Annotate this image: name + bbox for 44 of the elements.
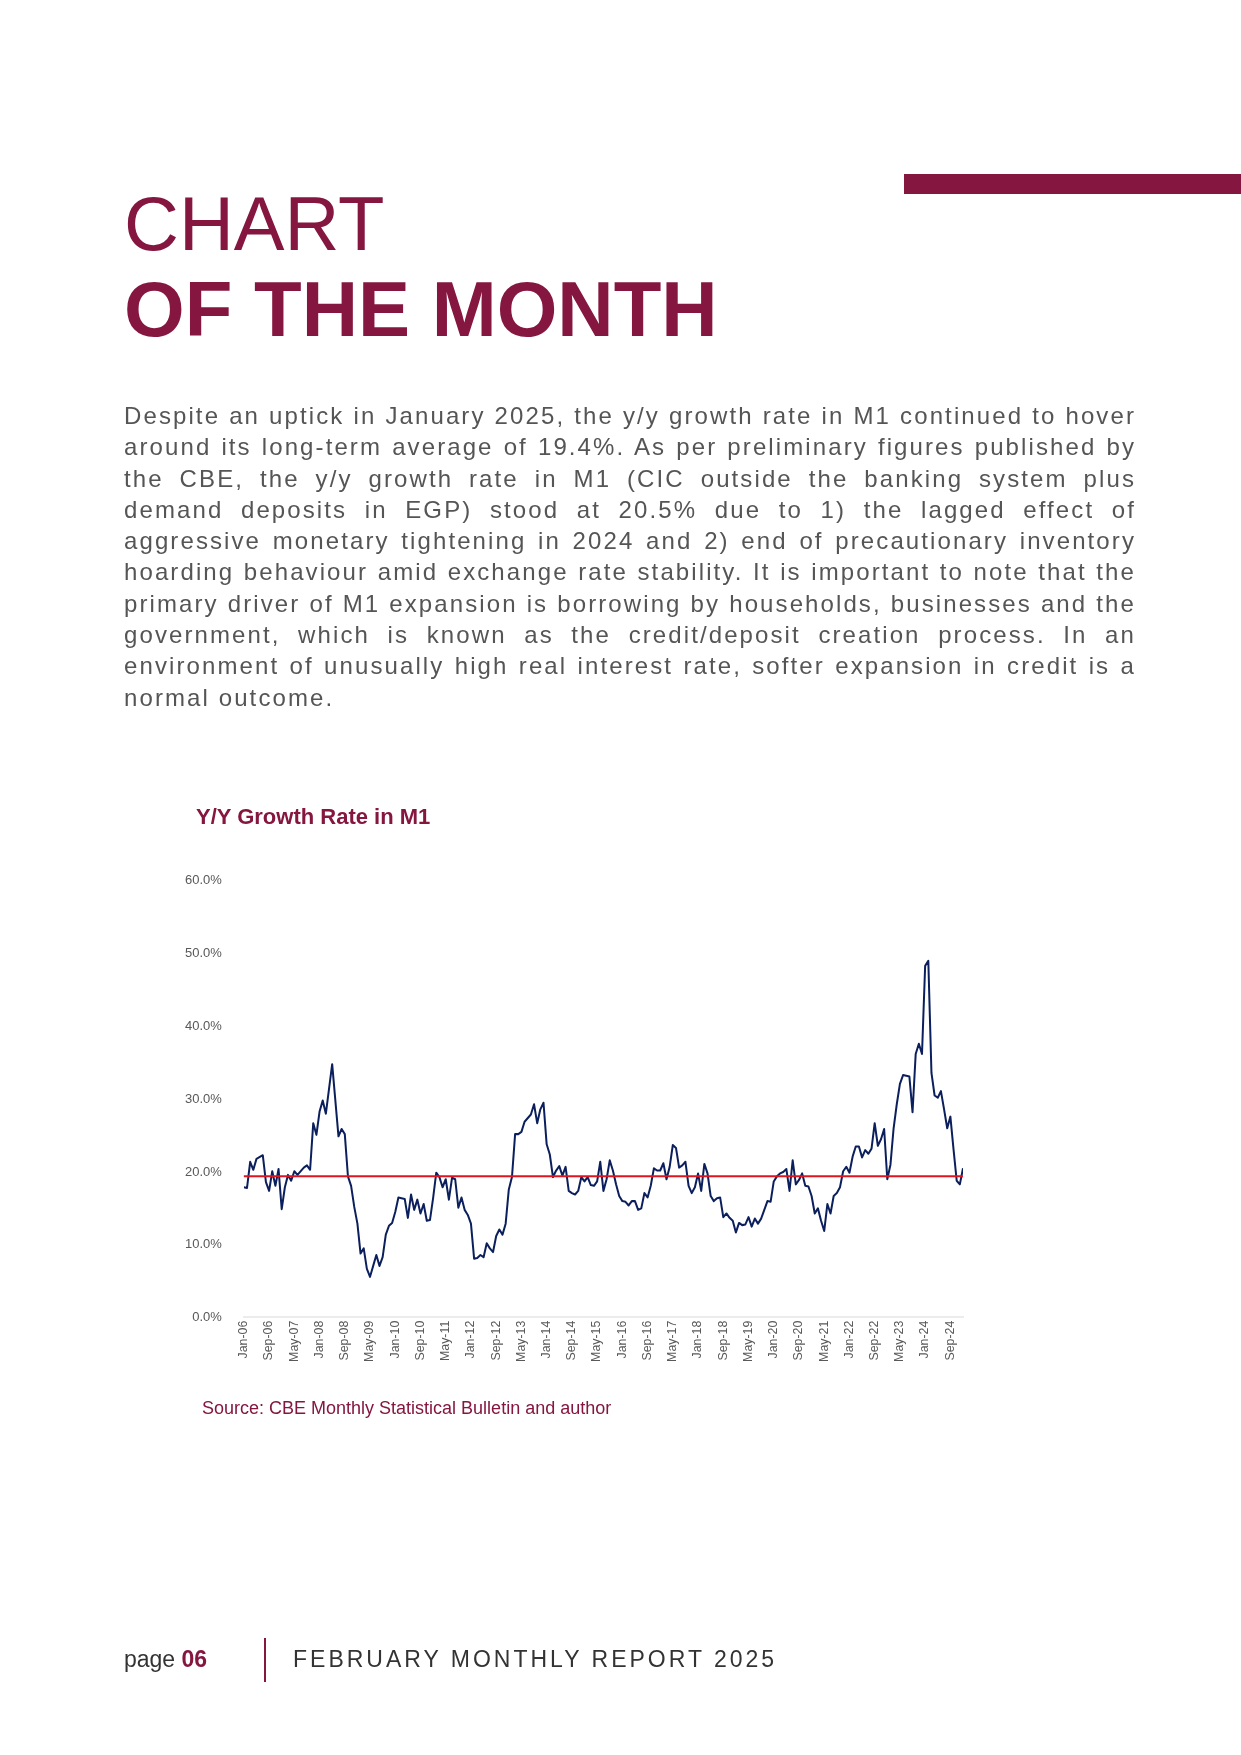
x-tick-label: Sep-10 [412,1320,427,1361]
x-tick-label: Jan-08 [312,1320,326,1359]
x-tick-label: May-19 [741,1320,755,1362]
x-tick-label: Sep-08 [337,1320,352,1361]
x-tick-label: May-11 [438,1320,452,1361]
x-tick-label: Jan-22 [841,1320,856,1359]
x-tick-label: Jan-16 [614,1320,629,1359]
text: FEBRUARY MONTHLY REPORT 2025 [293,1646,778,1673]
y-tick-label: 50.0% [185,945,223,961]
x-tick-label: Sep-12 [488,1320,503,1361]
chart-title: Y/Y Growth Rate in M1 [196,804,431,830]
x-tick-label: May-13 [513,1320,528,1362]
x-tick-label: Sep-22 [867,1320,881,1361]
y-tick-label: 20.0% [185,1163,223,1179]
y-tick-label: 10.0% [185,1236,223,1252]
y-tick-label: 30.0% [185,1090,223,1106]
y-tick-label: 0.0% [192,1309,223,1325]
x-tick-label: Sep-20 [791,1320,806,1361]
y-tick-label: 60.0% [185,872,223,888]
x-tick-label: Jan-14 [539,1320,553,1359]
x-tick-label: May-21 [816,1320,831,1362]
text: Despite an uptick in January 2025, the y/y growth rate in M1 continued to hover around its long-term average of 19.4%. As per preliminary figures published by the CBE, the y/y growth rate in M1 (CIC outside the banking system plus demand deposits in EGP) stood at 20.5% due to 1) the lagged effect of aggressive monetary tightening in 2024 and 2) end of precautionary inventory hoarding behaviour amid exchange rate stability. It is important to note that the primary driver of M1 expansion is borrowing by households, businesses and the government, which is known as the credit/deposit creation process. In an environment of unusually high real interest rate, softer expansion in credit is a normal outcome. [124,402,1136,711]
x-tick-label: May-17 [665,1320,680,1362]
x-tick-label: Jan-24 [917,1320,932,1359]
x-tick-label: May-15 [589,1320,604,1362]
x-tick-label: Sep-06 [261,1320,276,1361]
text: page [124,1646,176,1672]
x-tick-label: Jan-12 [463,1320,478,1359]
x-tick-label: May-23 [892,1320,907,1362]
x-tick-label: Jan-06 [236,1320,251,1359]
text: 06 [181,1646,208,1672]
x-tick-label: May-09 [362,1320,377,1362]
text: OF THE MONTH [124,265,718,353]
x-tick-label: Sep-16 [640,1320,654,1361]
x-tick-label: Jan-18 [690,1320,705,1359]
x-tick-label: Jan-10 [387,1320,402,1359]
text: CHART [124,181,385,266]
y-tick-label: 40.0% [185,1017,223,1034]
x-tick-label: Jan-20 [766,1320,781,1359]
x-tick-label: Sep-18 [715,1320,730,1361]
x-tick-label: May-07 [286,1320,301,1362]
source-note: Source: CBE Monthly Statistical Bulletin and author [202,1398,612,1419]
x-tick-label: Sep-14 [564,1320,579,1361]
x-tick-label: Sep-24 [942,1320,957,1361]
